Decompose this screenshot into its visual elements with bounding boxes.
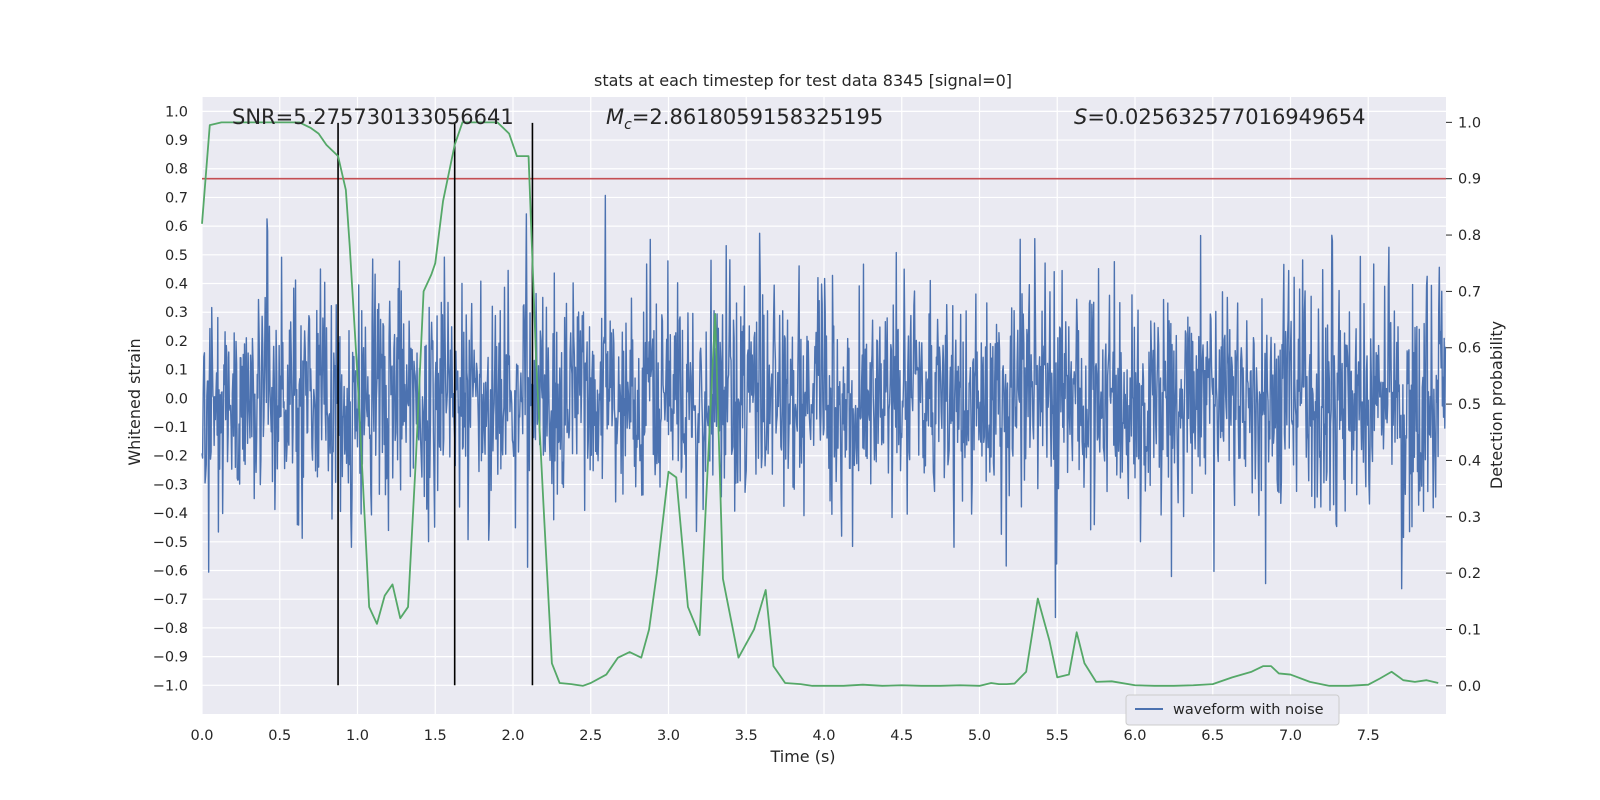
- x-tick-label: 7.5: [1357, 728, 1380, 744]
- y-right-tick-label: 0.3: [1458, 510, 1481, 526]
- waveform-series: [201, 194, 1447, 619]
- y-right-tick-label: 0.0: [1458, 679, 1481, 695]
- legend-box: [1125, 694, 1340, 726]
- x-tick-label: 5.0: [968, 728, 991, 744]
- vertical-markers: [337, 122, 534, 686]
- y-left-tick-label: 0.5: [165, 248, 188, 264]
- y-left-tick-label: −0.6: [153, 564, 188, 580]
- x-tick-label: 2.5: [579, 728, 602, 744]
- y-left-tick-label: 0.6: [165, 219, 188, 235]
- x-tick-label: 4.5: [890, 728, 913, 744]
- y-left-tick-label: −0.9: [153, 650, 188, 666]
- y-right-tick-label: 0.7: [1458, 284, 1481, 300]
- s-symbol: S: [1074, 105, 1087, 129]
- y-left-tick-label: 0.4: [165, 277, 188, 293]
- x-tick-label: 1.5: [424, 728, 447, 744]
- x-axis-ticks: 0.0 0.5 1.0 1.5 2.0 2.5 3.0 3.5 4.0 4.5 5.0 5.5 6.0 6…: [190, 728, 1379, 744]
- x-tick-label: 6.0: [1123, 728, 1146, 744]
- x-tick-label: 2.0: [501, 728, 524, 744]
- probability-line: [201, 121, 1439, 687]
- waveform-line: [201, 194, 1447, 619]
- y-left-tick-label: 0.1: [165, 363, 188, 379]
- y-left-tick-label: −0.4: [153, 506, 188, 522]
- y-right-tick-label: 0.4: [1458, 453, 1481, 469]
- y-right-tick-label: 0.6: [1458, 341, 1481, 357]
- y-right-tick-label: 0.5: [1458, 397, 1481, 413]
- y-left-tick-label: −1.0: [153, 678, 188, 694]
- chirp-mass-subscript: c: [624, 117, 632, 133]
- snr-annotation: SNR=5.275730133056641: [232, 105, 514, 129]
- y-left-tick-label: −0.3: [153, 477, 188, 493]
- probability-series: [201, 121, 1439, 687]
- y-left-tick-label: 1.0: [165, 104, 188, 120]
- y-left-tick-label: −0.7: [153, 592, 188, 608]
- x-tick-label: 1.0: [346, 728, 369, 744]
- chirp-mass-value: =2.8618059158325195: [632, 105, 883, 129]
- y-left-tick-label: 0.8: [165, 162, 188, 178]
- y-right-tick-label: 0.8: [1458, 228, 1481, 244]
- x-tick-label: 7.0: [1279, 728, 1302, 744]
- y-right-tick-label: 0.1: [1458, 622, 1481, 638]
- legend: waveform with noise: [1125, 694, 1340, 726]
- x-tick-label: 5.5: [1046, 728, 1069, 744]
- y-left-tick-label: −0.8: [153, 621, 188, 637]
- x-tick-label: 6.5: [1201, 728, 1224, 744]
- x-tick-label: 0.0: [190, 728, 213, 744]
- x-tick-label: 0.5: [268, 728, 291, 744]
- legend-waveform-label: waveform with noise: [1173, 702, 1324, 718]
- y-right-tick-label: 1.0: [1458, 115, 1481, 131]
- x-tick-label: 3.5: [735, 728, 758, 744]
- y-left-tick-label: −0.5: [153, 535, 188, 551]
- y-left-tick-label: 0.9: [165, 133, 188, 149]
- x-tick-label: 4.0: [812, 728, 835, 744]
- y-left-tick-label: 0.2: [165, 334, 188, 350]
- chart-title: stats at each timestep for test data 834…: [594, 71, 1012, 90]
- right-axis-ticks: 1.0 0.9 0.8 0.7 0.6 0.5 0.4 0.3 0.2 0.1 0.0: [1446, 115, 1481, 695]
- s-value: =0.025632577016949654: [1087, 105, 1365, 129]
- y-left-tick-label: 0.0: [165, 391, 188, 407]
- y-axis-label-left: Whitened strain: [125, 338, 144, 465]
- x-axis-label: Time (s): [769, 747, 835, 766]
- chirp-mass-symbol: M: [606, 105, 624, 129]
- y-left-tick-label: 0.3: [165, 305, 188, 321]
- x-tick-label: 3.0: [657, 728, 680, 744]
- y-right-tick-label: 0.9: [1458, 172, 1481, 188]
- y-left-tick-label: −0.1: [153, 420, 188, 436]
- left-axis-ticks: 1.0 0.9 0.8 0.7 0.6 0.5 0.4 0.3 0.2 0.1 0.0 −0.1 −0.…: [153, 104, 188, 694]
- chirp-mass-annotation: Mc=2.8618059158325195: [606, 105, 883, 133]
- s-annotation: S=0.025632577016949654: [1074, 105, 1365, 129]
- y-right-tick-label: 0.2: [1458, 566, 1481, 582]
- y-axis-label-right: Detection probability: [1487, 321, 1506, 489]
- y-left-tick-label: 0.7: [165, 190, 188, 206]
- y-left-tick-label: −0.2: [153, 449, 188, 465]
